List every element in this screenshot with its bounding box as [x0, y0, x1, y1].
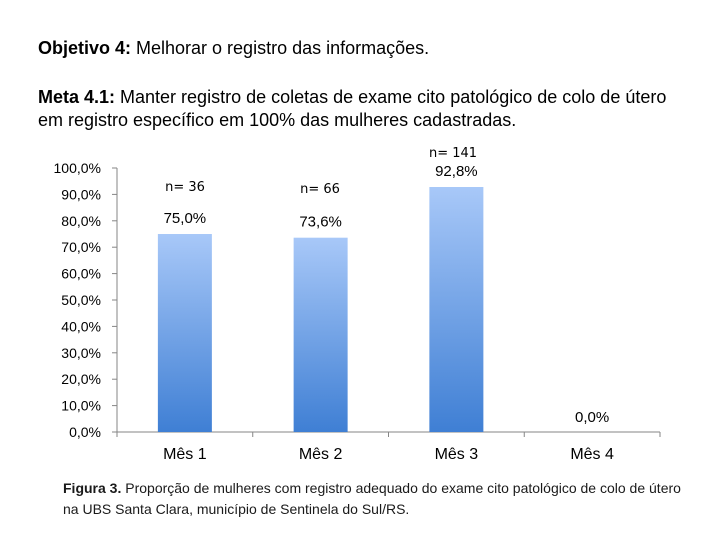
data-label: 0,0%: [575, 409, 609, 426]
sample-size-label: n= 66: [300, 182, 340, 197]
x-tick-label: Mês 4: [570, 446, 614, 463]
y-tick-label: 100,0%: [54, 160, 101, 176]
data-label: 73,6%: [299, 214, 342, 231]
y-tick-label: 80,0%: [61, 213, 101, 229]
y-tick-label: 10,0%: [61, 398, 101, 414]
bar: [429, 187, 484, 432]
meta-label: Meta 4.1:: [38, 87, 116, 107]
meta-heading: Meta 4.1: Manter registro de coletas de …: [38, 86, 678, 132]
bar: [157, 234, 212, 432]
y-tick-label: 40,0%: [61, 318, 101, 334]
bar: [293, 237, 348, 432]
y-tick-label: 30,0%: [61, 345, 101, 361]
y-tick-label: 60,0%: [61, 266, 101, 282]
x-tick-label: Mês 2: [299, 446, 343, 463]
x-tick-label: Mês 3: [435, 446, 479, 463]
objective-label: Objetivo 4:: [38, 38, 132, 58]
y-tick-label: 70,0%: [61, 239, 101, 255]
y-tick-label: 50,0%: [61, 292, 101, 308]
y-tick-label: 20,0%: [61, 371, 101, 387]
sample-size-label: n= 36: [165, 180, 205, 195]
x-tick-label: Mês 1: [163, 446, 207, 463]
data-label: 92,8%: [435, 163, 478, 180]
meta-text: Manter registro de coletas de exame cito…: [38, 87, 667, 130]
caption-text: Proporção de mulheres com registro adequ…: [63, 480, 681, 517]
sample-size-label: n= 141: [429, 146, 477, 161]
y-tick-label: 0,0%: [69, 424, 101, 440]
objective-text: Melhorar o registro das informações.: [131, 38, 430, 58]
caption-label: Figura 3.: [63, 480, 122, 496]
data-label: 75,0%: [164, 210, 207, 227]
figure-caption: Figura 3. Proporção de mulheres com regi…: [63, 478, 683, 520]
objective-heading: Objetivo 4: Melhorar o registro das info…: [38, 38, 429, 59]
y-tick-label: 90,0%: [61, 186, 101, 202]
